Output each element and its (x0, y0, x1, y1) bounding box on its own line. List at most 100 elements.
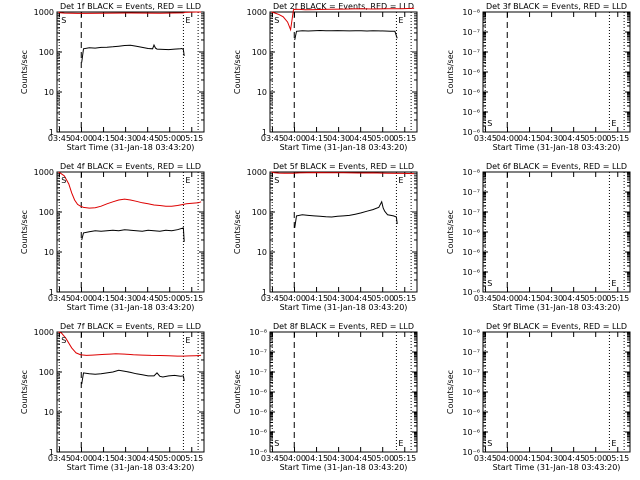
y-tick-label: 1 (49, 128, 54, 137)
y-tick-label: 10⁻⁸ (462, 328, 480, 337)
panel-det-7f: Det 7f BLACK = Events, RED = LLD03:4504:… (20, 322, 205, 472)
x-tick-label: 04:00 (283, 134, 306, 143)
panel-title: Det 2f BLACK = Events, RED = LLD (273, 2, 414, 11)
x-tick-label: 05:15 (180, 454, 203, 463)
series-lld-line (58, 171, 202, 209)
plot-frame (269, 11, 418, 133)
e-marker-label: E (185, 16, 190, 25)
x-tick-label: 04:00 (70, 134, 93, 143)
y-tick-label: 1000 (34, 8, 54, 17)
y-tick-label: 100 (39, 208, 54, 217)
x-tick-label: 03:45 (48, 454, 71, 463)
x-tick-label: 04:30 (540, 134, 563, 143)
y-tick-label: 10⁻⁷ (462, 208, 480, 217)
y-tick-label: 10 (44, 248, 54, 257)
x-tick-label: 04:30 (114, 134, 137, 143)
y-tick-label: 10⁻⁶ (462, 248, 480, 257)
y-axis-label: Counts/sec (446, 370, 455, 414)
y-tick-label: 10⁻⁶ (249, 448, 267, 457)
x-tick-label: 04:30 (327, 454, 350, 463)
y-tick-label: 10⁻⁶ (249, 388, 267, 397)
x-tick-label: 04:15 (92, 294, 115, 303)
y-tick-label: 10⁻⁶ (462, 388, 480, 397)
x-tick-label: 05:00 (584, 134, 607, 143)
x-tick-label: 04:30 (327, 294, 350, 303)
panel-title: Det 3f BLACK = Events, RED = LLD (486, 2, 627, 11)
x-tick-label: 05:00 (584, 454, 607, 463)
y-tick-label: 1 (262, 288, 267, 297)
y-tick-label: 10⁻⁶ (462, 408, 480, 417)
x-tick-label: 04:45 (349, 134, 372, 143)
y-tick-label: 10⁻⁷ (462, 348, 480, 357)
x-tick-label: 04:45 (562, 454, 585, 463)
x-tick-label: 05:00 (371, 134, 394, 143)
x-tick-label: 04:45 (136, 134, 159, 143)
x-axis-label: Start Time (31-Jan-18 03:43:20) (493, 143, 621, 152)
y-tick-label: 10⁻⁷ (249, 368, 267, 377)
y-axis-label: Counts/sec (233, 50, 242, 94)
s-marker-label: S (274, 439, 279, 448)
x-tick-label: 04:30 (540, 454, 563, 463)
panel-title: Det 9f BLACK = Events, RED = LLD (486, 322, 627, 331)
s-marker-label: S (274, 176, 279, 185)
x-axis-label: Start Time (31-Jan-18 03:43:20) (493, 463, 621, 472)
x-tick-label: 03:45 (474, 294, 497, 303)
e-marker-label: E (611, 439, 616, 448)
y-tick-label: 10⁻⁷ (249, 348, 267, 357)
x-tick-label: 05:00 (371, 454, 394, 463)
panel-det-2f: Det 2f BLACK = Events, RED = LLD03:4504:… (233, 2, 418, 152)
series-lld-line (271, 171, 415, 175)
x-tick-label: 04:30 (114, 294, 137, 303)
panel-title: Det 4f BLACK = Events, RED = LLD (60, 162, 201, 171)
plot-frame (56, 11, 205, 133)
x-tick-label: 04:00 (496, 134, 519, 143)
x-tick-label: 04:15 (518, 134, 541, 143)
y-tick-label: 100 (252, 48, 267, 57)
x-axis-label: Start Time (31-Jan-18 03:43:20) (67, 303, 195, 312)
x-tick-label: 03:45 (474, 134, 497, 143)
x-tick-label: 03:45 (261, 134, 284, 143)
x-tick-label: 04:00 (496, 294, 519, 303)
series-events-line (294, 200, 398, 228)
x-tick-label: 04:00 (70, 294, 93, 303)
plot-frame (482, 171, 631, 293)
series-events-line (81, 227, 185, 242)
e-marker-label: E (398, 16, 403, 25)
panel-det-1f: Det 1f BLACK = Events, RED = LLD03:4504:… (20, 2, 205, 152)
y-axis-label: Counts/sec (20, 210, 29, 254)
y-tick-label: 10⁻⁶ (462, 88, 480, 97)
y-tick-label: 10⁻⁶ (462, 108, 480, 117)
panel-det-4f: Det 4f BLACK = Events, RED = LLD03:4504:… (20, 162, 205, 312)
y-tick-label: 1000 (247, 8, 267, 17)
panel-title: Det 6f BLACK = Events, RED = LLD (486, 162, 627, 171)
y-axis-label: Counts/sec (20, 370, 29, 414)
y-tick-label: 10⁻⁷ (462, 48, 480, 57)
y-axis-label: Counts/sec (446, 210, 455, 254)
x-tick-label: 03:45 (261, 294, 284, 303)
y-tick-label: 10⁻⁶ (462, 288, 480, 297)
y-tick-label: 1000 (34, 168, 54, 177)
y-axis-label: Counts/sec (233, 210, 242, 254)
y-tick-label: 10⁻⁶ (462, 428, 480, 437)
y-tick-label: 10 (44, 88, 54, 97)
x-tick-label: 03:45 (261, 454, 284, 463)
y-tick-label: 10 (257, 88, 267, 97)
y-tick-label: 10⁻⁶ (462, 128, 480, 137)
series-events-line (81, 369, 185, 385)
e-marker-label: E (611, 119, 616, 128)
plot-frame (482, 331, 631, 453)
y-tick-label: 10⁻⁸ (462, 168, 480, 177)
y-tick-label: 100 (39, 48, 54, 57)
x-axis-label: Start Time (31-Jan-18 03:43:20) (493, 303, 621, 312)
plot-frame (269, 331, 418, 453)
y-tick-label: 1 (262, 128, 267, 137)
panel-title: Det 5f BLACK = Events, RED = LLD (273, 162, 414, 171)
x-tick-label: 05:15 (393, 294, 416, 303)
x-tick-label: 05:15 (393, 134, 416, 143)
x-tick-label: 05:15 (180, 294, 203, 303)
y-axis-label: Counts/sec (233, 370, 242, 414)
x-tick-label: 05:00 (158, 294, 181, 303)
s-marker-label: S (487, 279, 492, 288)
s-marker-label: S (274, 16, 279, 25)
